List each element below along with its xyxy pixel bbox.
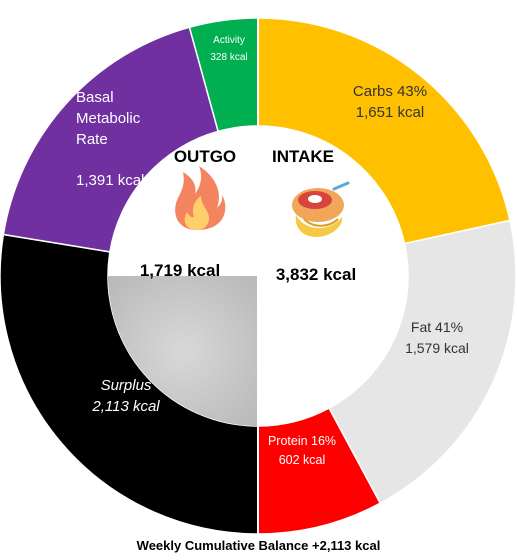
- intake-total: 3,832 kcal: [276, 265, 356, 284]
- outgo-title: OUTGO: [174, 147, 236, 166]
- intake-title: INTAKE: [272, 147, 334, 166]
- weekly-balance-caption: Weekly Cumulative Balance +2,113 kcal: [136, 538, 381, 553]
- label-carbs: Carbs 43% 1,651 kcal: [353, 83, 427, 121]
- label-activity: Activity 328 kcal: [210, 35, 247, 63]
- center-panel: OUTGO INTAKE 1,719 kcal 3,832 kcal: [140, 147, 356, 284]
- label-basal-metabolic-rate: Basal Metabolic Rate 1,391 kcal: [76, 89, 144, 189]
- outgo-total-quadrant: [108, 276, 258, 426]
- outgo-total: 1,719 kcal: [140, 261, 220, 280]
- label-fat: Fat 41% 1,579 kcal: [405, 319, 469, 356]
- ring-segments: [0, 17, 517, 535]
- fire-icon: [175, 166, 226, 230]
- label-protein: Protein 16% 602 kcal: [268, 434, 336, 467]
- food-plate-icon: [292, 181, 350, 237]
- label-surplus: Surplus 2,113 kcal: [91, 377, 160, 415]
- segment-labels: Carbs 43% 1,651 kcal Fat 41% 1,579 kcal Prot…: [76, 35, 469, 467]
